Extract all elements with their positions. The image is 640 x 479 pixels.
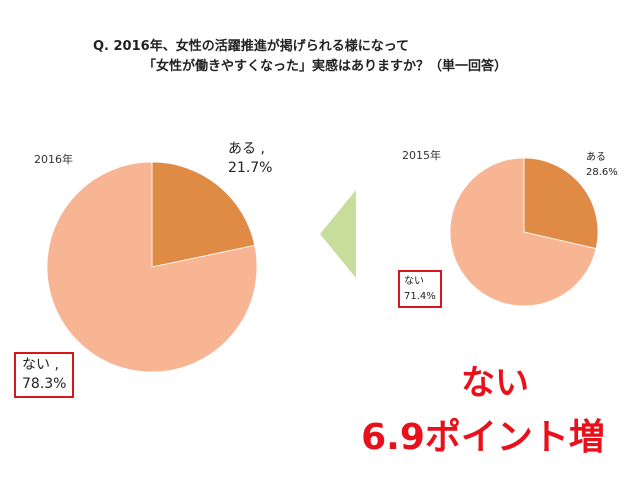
pie-chart-2016	[46, 161, 258, 373]
label-aru-2016: ある , 21.7%	[228, 140, 272, 178]
chart-title-line2: 「女性が働きやすくなった」実感はありますか？（単一回答）	[143, 59, 508, 74]
comparison-arrow-icon	[320, 190, 356, 278]
label-nai-2016-value: 78.3%	[22, 376, 67, 392]
label-nai-2015-name: ない	[404, 276, 424, 287]
pie-slice-nai	[46, 161, 258, 373]
label-aru-2015-name: ある	[586, 152, 606, 163]
pie-slice-aru	[523, 157, 599, 250]
pie-slice-nai	[449, 157, 597, 307]
label-nai-2016: ない , 78.3%	[14, 352, 75, 398]
headline-nai: ない	[461, 363, 529, 403]
label-nai-2016-name: ない ,	[22, 357, 59, 373]
label-nai-2015-value: 71.4%	[404, 291, 436, 302]
label-aru-2016-name: ある ,	[228, 141, 265, 157]
year-label-2016: 2016年	[34, 153, 73, 166]
pie-chart-2015	[449, 157, 599, 307]
arrow-shape	[320, 190, 356, 278]
label-nai-2015: ない 71.4%	[398, 270, 442, 308]
label-aru-2016-value: 21.7%	[228, 160, 273, 176]
chart-title-line1: Q. 2016年、女性の活躍推進が掲げられる様になって	[93, 39, 410, 54]
year-label-2015: 2015年	[402, 149, 441, 162]
pie-slice-aru	[151, 161, 256, 268]
headline-increase: 6.9ポイント増	[361, 417, 605, 458]
label-aru-2015: ある 28.6%	[586, 150, 618, 180]
label-aru-2015-value: 28.6%	[586, 167, 618, 178]
